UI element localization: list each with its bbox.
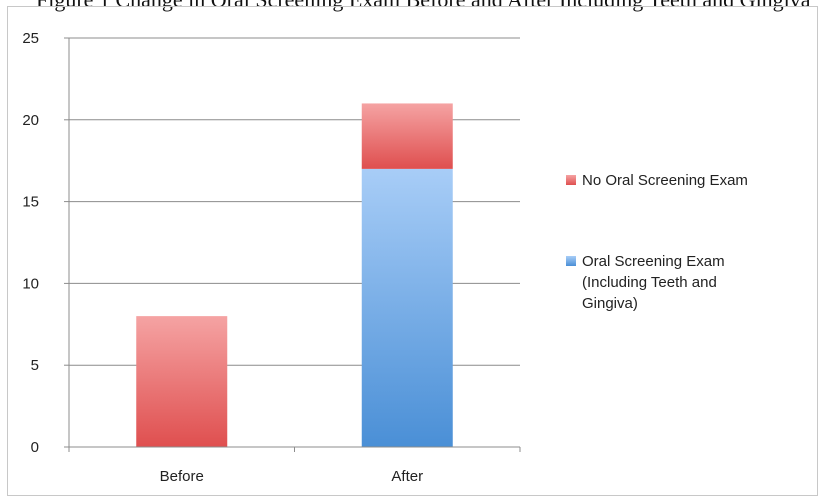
bar-before-no-oral-screening — [136, 316, 228, 447]
x-axis: Before After — [68, 446, 521, 485]
y-tick-label: 25 — [22, 30, 39, 47]
y-tick-label: 5 — [31, 357, 39, 374]
y-tick-label: 10 — [22, 275, 39, 292]
legend: No Oral Screening Exam Oral Screening Ex… — [566, 170, 816, 314]
legend-swatch-red — [566, 175, 576, 185]
legend-swatch-blue — [566, 256, 576, 266]
x-tick-label: After — [391, 468, 423, 485]
legend-item-no-oral-screening: No Oral Screening Exam — [566, 170, 816, 191]
y-axis: 0 5 10 15 20 25 — [22, 30, 70, 456]
y-tick-label: 20 — [22, 112, 39, 129]
y-tick-label: 0 — [31, 439, 39, 456]
bars — [136, 103, 453, 447]
bar-after-oral-screening — [361, 168, 453, 447]
legend-label: Oral Screening Exam (Including Teeth and… — [582, 253, 725, 312]
legend-item-oral-screening: Oral Screening Exam (Including Teeth and… — [566, 251, 816, 314]
bar-after-no-oral-screening — [361, 103, 453, 169]
chart-frame — [7, 6, 818, 496]
legend-label: No Oral Screening Exam — [582, 172, 748, 189]
x-tick-label: Before — [160, 468, 204, 485]
y-tick-label: 15 — [22, 194, 39, 211]
